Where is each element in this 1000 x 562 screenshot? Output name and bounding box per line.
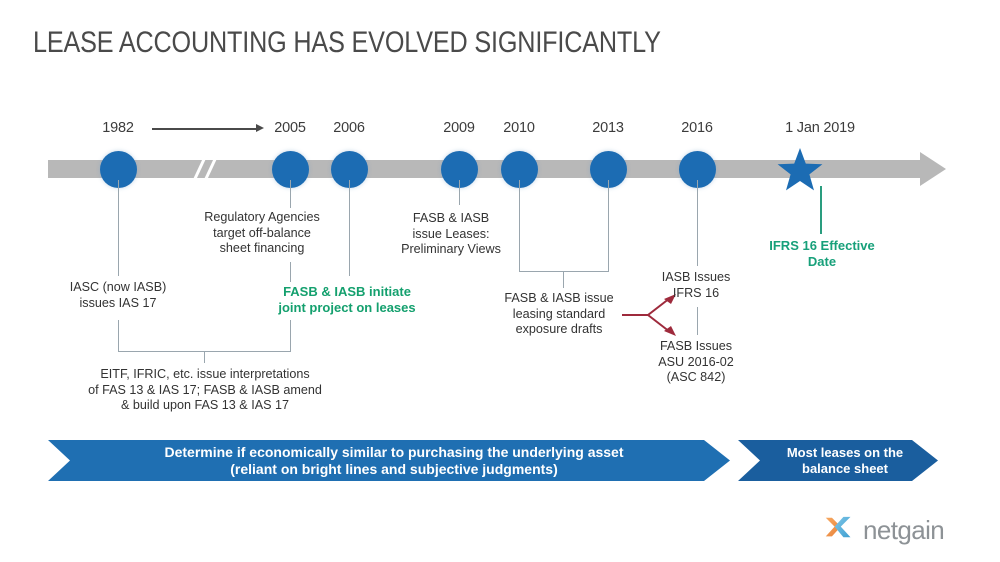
timeline-arrow-icon (920, 152, 946, 186)
connector-exposure-drafts (563, 271, 565, 288)
page-title: LEASE ACCOUNTING HAS EVOLVED SIGNIFICANT… (33, 26, 661, 59)
annotation-preliminary-views: FASB & IASB issue Leases: Preliminary Vi… (401, 211, 501, 256)
connector-2016-lower (697, 307, 699, 335)
progression-arrow-icon (152, 128, 257, 130)
annotation-exposure-drafts: FASB & IASB issue leasing standard expos… (504, 291, 614, 336)
timeline-label-2013: 2013 (592, 120, 624, 136)
annotation-ias17: IASC (now IASB) issues IAS 17 (69, 280, 167, 310)
annotation-fasb-asu: FASB Issues ASU 2016-02 (ASC 842) (658, 339, 734, 384)
netgain-wordmark: netgain (863, 514, 945, 545)
annotation-joint-project: FASB & IASB initiate joint project on le… (278, 284, 416, 315)
connector-2005-upper (290, 180, 292, 208)
banner-right-text: Most leases on the balance sheet (786, 444, 904, 476)
netgain-mark-icon (824, 514, 854, 546)
progression-arrow-head-icon (256, 124, 264, 132)
timeline-node-2019-star-icon[interactable] (776, 146, 824, 194)
connector-2006 (349, 180, 351, 276)
banner-left-text: Determine if economically similar to pur… (164, 443, 624, 477)
annotation-regulatory-agencies: Regulatory Agencies target off-balance s… (204, 210, 320, 255)
connector-2010 (519, 180, 521, 272)
annotation-iasb-ifrs16: IASB Issues IFRS 16 (661, 270, 731, 300)
timeline-label-1982: 1982 (102, 120, 134, 136)
connector-2016 (697, 180, 699, 266)
banner-right: Most leases on the balance sheet (738, 440, 938, 481)
netgain-logo: netgain (824, 514, 945, 546)
banner-left: Determine if economically similar to pur… (48, 440, 730, 481)
annotation-ifrs16-effective-date: IFRS 16 Effective Date (769, 238, 875, 269)
annotation-eitf-ifric: EITF, IFRIC, etc. issue interpretations … (88, 367, 322, 412)
connector-eitf-right (290, 320, 292, 352)
timeline-label-2005: 2005 (274, 120, 306, 136)
connector-eitf-stem (204, 351, 206, 363)
timeline-label-2006: 2006 (333, 120, 365, 136)
branch-arrow-icon (620, 292, 686, 338)
connector-2005-lower (290, 262, 292, 282)
timeline-label-2010: 2010 (503, 120, 535, 136)
timeline-label-2009: 2009 (443, 120, 475, 136)
connector-eitf-left (118, 320, 120, 352)
timeline-label-2019: 1 Jan 2019 (785, 120, 855, 136)
connector-2019-effective-date (820, 186, 822, 234)
connector-2013 (608, 180, 610, 272)
timeline-label-2016: 2016 (681, 120, 713, 136)
connector-2009 (459, 180, 461, 205)
connector-1982 (118, 180, 120, 276)
